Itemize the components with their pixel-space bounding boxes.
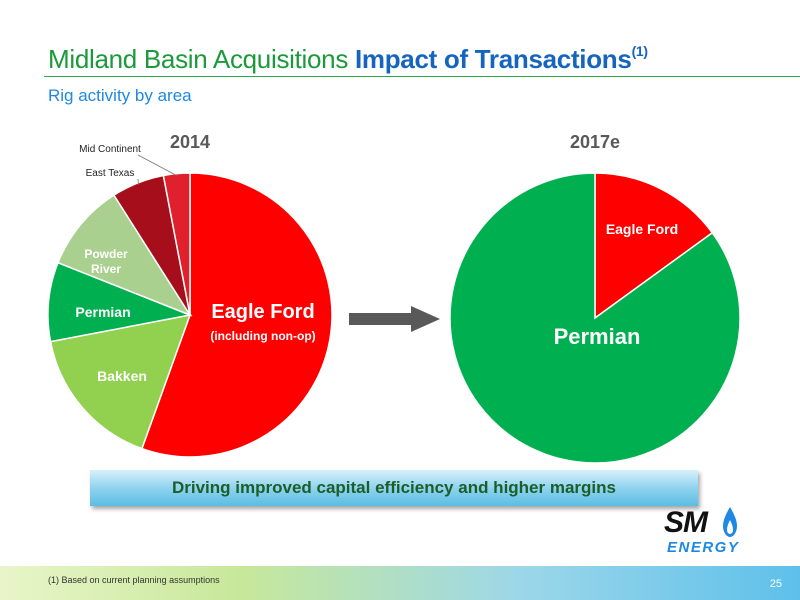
slice-sublabel-powder-river: River xyxy=(91,262,121,276)
pie-slice-powder-river xyxy=(56,194,192,317)
slice-label-powder-river: Powder xyxy=(84,247,128,261)
title-divider xyxy=(44,76,800,77)
slice-label-bakken: Bakken xyxy=(97,368,147,384)
footer-band xyxy=(0,566,800,600)
page-title: Midland Basin Acquisitions Impact of Tra… xyxy=(48,44,648,72)
pie-slice-eagle-ford xyxy=(594,172,714,320)
transition-arrow xyxy=(349,306,440,332)
pie-slice-eagle-ford xyxy=(140,172,333,458)
pie-charts: 2014 Eagle Ford (including non-op) Bakken Pe… xyxy=(47,132,741,464)
pie-chart-2014: 2014 Eagle Ford (including non-op) Bakken Pe… xyxy=(47,132,333,458)
pie-slice-bakken xyxy=(49,314,192,450)
slice-label-mid-continent: Mid Continent xyxy=(79,144,141,155)
slice-sublabel-eagle-ford: (including non-op) xyxy=(210,329,315,343)
footnote: (1) Based on current planning assumption… xyxy=(48,575,220,585)
pie-slice-permian xyxy=(449,172,741,464)
chart-title: 2014 xyxy=(170,132,210,152)
title-footnote-ref: (1) xyxy=(631,43,649,59)
company-logo: SM ENERGY xyxy=(664,506,744,562)
page-number: 25 xyxy=(769,578,782,590)
slice-label-permian: Permian xyxy=(554,324,641,349)
chart-title: 2017e xyxy=(570,132,620,152)
tagline-banner: Driving improved capital efficiency and … xyxy=(90,470,698,506)
leader-line-mid-continent xyxy=(137,154,178,176)
slice-label-east-texas: East Texas xyxy=(86,168,135,179)
title-part2: Impact of Transactions xyxy=(354,44,632,74)
slice-label-eagle-ford: Eagle Ford xyxy=(606,221,678,237)
logo-text-energy: ENERGY xyxy=(667,539,740,556)
subtitle: Rig activity by area xyxy=(48,86,192,105)
title-part1: Midland Basin Acquisitions xyxy=(48,44,355,74)
pie-slice-permian xyxy=(47,261,193,343)
logo-text-sm: SM xyxy=(664,506,708,539)
slice-label-eagle-ford: Eagle Ford xyxy=(211,301,314,323)
flame-icon xyxy=(723,507,737,537)
slice-label-permian: Permian xyxy=(75,304,130,320)
pie-slice-mid-continent xyxy=(162,172,191,316)
pie-chart-2017e: 2017e Eagle Ford Permian xyxy=(449,132,741,464)
